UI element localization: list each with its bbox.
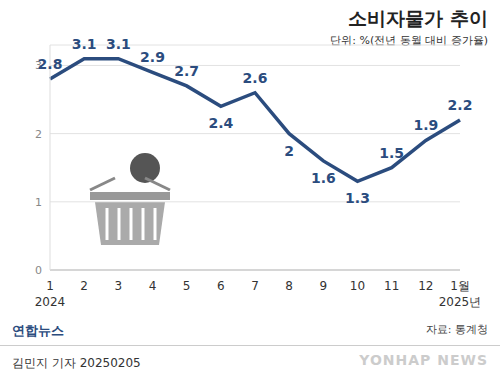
- svg-text:2.7: 2.7: [174, 63, 199, 79]
- svg-text:6: 6: [217, 279, 225, 293]
- svg-text:11: 11: [384, 279, 399, 293]
- svg-text:10: 10: [350, 279, 365, 293]
- svg-text:7: 7: [251, 279, 259, 293]
- svg-text:3.1: 3.1: [72, 36, 97, 52]
- svg-text:3.1: 3.1: [106, 36, 131, 52]
- svg-text:9: 9: [320, 279, 328, 293]
- svg-text:2025년: 2025년: [439, 295, 482, 309]
- svg-text:1.6: 1.6: [311, 170, 336, 186]
- html-text:소비자물가 추이: 소비자물가 추이: [348, 7, 488, 29]
- svg-text:4: 4: [149, 279, 157, 293]
- svg-text:1.5: 1.5: [379, 145, 404, 161]
- html-text:YONHAP NEWS: YONHAP NEWS: [359, 352, 488, 368]
- html-text:김민지 기자 20250205: 김민지 기자 20250205: [12, 356, 141, 370]
- svg-text:1월: 1월: [450, 279, 470, 293]
- svg-text:2.2: 2.2: [448, 97, 473, 113]
- svg-text:2024: 2024: [35, 295, 66, 309]
- svg-text:12: 12: [418, 279, 433, 293]
- svg-text:2.6: 2.6: [243, 70, 268, 86]
- svg-text:3: 3: [115, 279, 123, 293]
- svg-text:5: 5: [183, 279, 191, 293]
- svg-text:2.9: 2.9: [140, 49, 165, 65]
- svg-text:2: 2: [284, 143, 294, 159]
- html-text:자료: 통계청: 자료: 통계청: [425, 323, 488, 336]
- svg-text:8: 8: [285, 279, 293, 293]
- html-text:단위: %(전년 동월 대비 증가율): 단위: %(전년 동월 대비 증가율): [330, 34, 488, 47]
- svg-text:1.9: 1.9: [413, 117, 438, 133]
- svg-text:2: 2: [35, 128, 42, 141]
- svg-text:1: 1: [46, 279, 54, 293]
- svg-text:2.8: 2.8: [38, 56, 63, 72]
- svg-text:0: 0: [35, 264, 42, 277]
- svg-text:1: 1: [35, 196, 42, 209]
- html-text:연합뉴스: 연합뉴스: [12, 323, 64, 338]
- svg-text:2: 2: [80, 279, 88, 293]
- svg-text:1.3: 1.3: [345, 190, 370, 206]
- svg-text:2.4: 2.4: [208, 115, 233, 131]
